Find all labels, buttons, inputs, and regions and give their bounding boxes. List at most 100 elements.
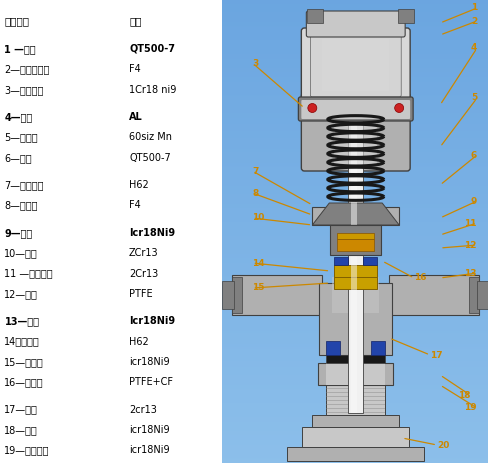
FancyBboxPatch shape <box>305 11 405 37</box>
Bar <box>347 113 363 413</box>
Text: 1 —气缸: 1 —气缸 <box>4 44 36 54</box>
Text: 11 —压紧螺母: 11 —压紧螺母 <box>4 269 53 279</box>
Bar <box>388 275 478 315</box>
Text: H62: H62 <box>129 337 148 347</box>
Text: 18—阀盖: 18—阀盖 <box>4 425 38 435</box>
Text: ZCr13: ZCr13 <box>129 248 158 258</box>
Text: Icr18Ni9: Icr18Ni9 <box>129 228 175 238</box>
Bar <box>232 277 242 313</box>
Text: 1: 1 <box>470 4 476 13</box>
Text: 2Cr13: 2Cr13 <box>129 269 158 279</box>
Text: 7: 7 <box>252 167 258 175</box>
FancyBboxPatch shape <box>310 33 400 97</box>
Text: 15—小弹簧: 15—小弹簧 <box>4 357 44 367</box>
Bar <box>325 355 385 363</box>
Bar <box>325 412 385 413</box>
Bar <box>329 225 381 255</box>
Text: 8—防护圈: 8—防护圈 <box>4 200 38 211</box>
Bar <box>325 341 340 355</box>
Bar <box>397 9 413 23</box>
Bar <box>334 99 376 165</box>
Polygon shape <box>312 203 398 225</box>
Bar <box>307 9 323 23</box>
Text: 7—支架销套: 7—支架销套 <box>4 180 44 190</box>
Bar <box>232 275 322 315</box>
Text: 14: 14 <box>252 258 264 268</box>
Text: 60siz Mn: 60siz Mn <box>129 132 172 143</box>
Text: 8: 8 <box>252 188 258 198</box>
Text: 2—活塞密封圈: 2—活塞密封圈 <box>4 64 50 75</box>
Bar <box>325 407 385 409</box>
Text: 零件名称: 零件名称 <box>4 16 29 26</box>
FancyBboxPatch shape <box>301 28 409 102</box>
Text: 12—填料: 12—填料 <box>4 289 38 299</box>
Text: icr18Ni9: icr18Ni9 <box>129 445 169 456</box>
Bar <box>337 233 373 239</box>
Text: icr18Ni9: icr18Ni9 <box>129 425 169 435</box>
FancyBboxPatch shape <box>298 97 412 121</box>
Bar <box>468 277 478 313</box>
Text: 5—大弹簧: 5—大弹簧 <box>4 132 38 143</box>
Text: 12: 12 <box>464 240 476 250</box>
Text: 15: 15 <box>252 283 264 293</box>
Text: 16: 16 <box>413 274 426 282</box>
Bar <box>325 395 385 397</box>
Bar <box>319 283 391 355</box>
Text: H62: H62 <box>129 180 148 190</box>
Text: 14填料压盖: 14填料压盖 <box>4 337 40 347</box>
Text: 10: 10 <box>252 213 264 223</box>
Text: F4: F4 <box>129 64 141 75</box>
Bar <box>302 427 408 447</box>
Text: 9: 9 <box>469 196 476 206</box>
Text: 17—阀芯: 17—阀芯 <box>4 405 38 415</box>
Text: AL: AL <box>129 112 142 122</box>
Text: 16—阀芯垫: 16—阀芯垫 <box>4 377 44 388</box>
Text: 2cr13: 2cr13 <box>129 405 157 415</box>
Bar <box>325 392 385 393</box>
Text: PTFE+CF: PTFE+CF <box>129 377 173 388</box>
Bar <box>325 403 385 405</box>
Circle shape <box>394 104 403 113</box>
Text: PTFE: PTFE <box>129 289 152 299</box>
Bar <box>325 363 385 385</box>
Bar <box>332 277 378 313</box>
Text: 9—阀杆: 9—阀杆 <box>4 228 33 238</box>
Text: QT500-7: QT500-7 <box>129 153 170 163</box>
Text: 3: 3 <box>252 58 258 68</box>
Text: 1Cr18 ni9: 1Cr18 ni9 <box>129 85 176 95</box>
Text: 2: 2 <box>470 17 476 25</box>
Text: 17: 17 <box>429 350 442 359</box>
Text: 6: 6 <box>470 150 476 159</box>
Text: 3—固定螺母: 3—固定螺母 <box>4 85 44 95</box>
Text: 18: 18 <box>457 390 469 400</box>
Bar <box>334 257 347 265</box>
Text: 10—推杆: 10—推杆 <box>4 248 38 258</box>
Bar <box>334 277 376 289</box>
FancyBboxPatch shape <box>301 100 409 119</box>
Bar <box>476 281 488 309</box>
FancyBboxPatch shape <box>301 93 409 171</box>
Text: 13—阀体: 13—阀体 <box>4 316 40 326</box>
Text: 13: 13 <box>464 269 476 277</box>
Text: icr18Ni9: icr18Ni9 <box>129 357 169 367</box>
Text: 5: 5 <box>470 94 476 102</box>
Text: 6—支架: 6—支架 <box>4 153 32 163</box>
Bar <box>325 385 385 415</box>
Bar <box>222 281 234 309</box>
Circle shape <box>307 104 316 113</box>
Bar <box>363 257 376 265</box>
Text: 19—螺纹接管: 19—螺纹接管 <box>4 445 50 456</box>
Text: F4: F4 <box>129 200 141 211</box>
Text: QT500-7: QT500-7 <box>129 44 175 54</box>
Bar <box>287 447 423 461</box>
Bar <box>370 341 385 355</box>
Bar <box>334 265 376 277</box>
Bar <box>318 363 392 385</box>
Text: 20: 20 <box>436 440 448 450</box>
Bar <box>325 400 385 401</box>
Text: 19: 19 <box>464 403 476 413</box>
Text: Icr18Ni9: Icr18Ni9 <box>129 316 175 326</box>
Bar <box>350 113 357 413</box>
Text: 材料: 材料 <box>129 16 141 26</box>
Bar <box>312 415 398 427</box>
